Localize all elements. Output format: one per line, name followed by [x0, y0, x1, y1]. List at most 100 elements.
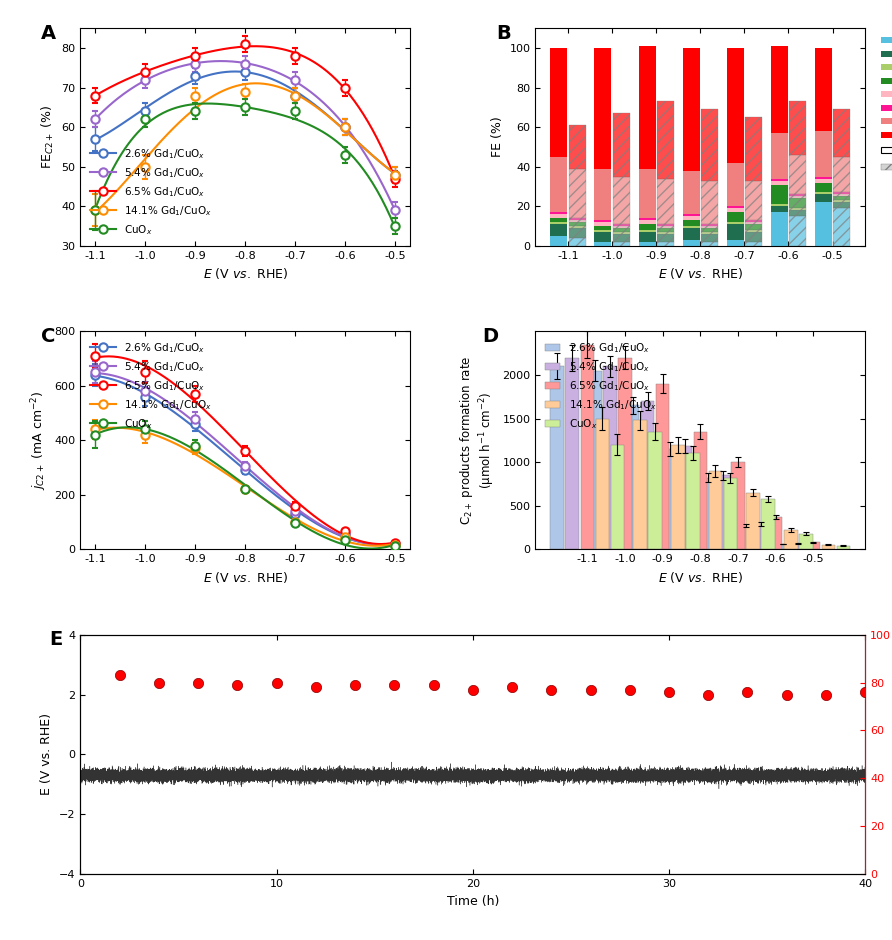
- Bar: [806, 542, 820, 549]
- Bar: [814, 193, 831, 195]
- Bar: [594, 232, 611, 242]
- Bar: [762, 498, 775, 549]
- Bar: [611, 445, 624, 549]
- Bar: [701, 242, 718, 246]
- Bar: [745, 220, 762, 222]
- Bar: [566, 357, 579, 549]
- Y-axis label: C$_{2+}$ products formation rate
(μmol h$^{-1}$ cm$^{-2}$): C$_{2+}$ products formation rate (μmol h…: [458, 355, 497, 525]
- Point: [583, 682, 598, 697]
- Bar: [745, 242, 762, 246]
- Point: [348, 678, 362, 693]
- Point: [544, 682, 558, 697]
- Bar: [569, 218, 586, 220]
- Bar: [701, 228, 718, 232]
- Bar: [771, 179, 788, 180]
- Point: [780, 687, 794, 702]
- Text: C: C: [41, 327, 55, 346]
- Bar: [814, 182, 831, 193]
- Text: B: B: [496, 24, 510, 43]
- Bar: [569, 222, 586, 227]
- Bar: [550, 214, 567, 218]
- Bar: [569, 125, 586, 169]
- Bar: [639, 230, 656, 232]
- Bar: [833, 193, 850, 195]
- Bar: [822, 545, 835, 549]
- Legend: 2.6% Gd$_1$/CuO$_x$, 5.4% Gd$_1$/CuO$_x$, 6.5% Gd$_1$/CuO$_x$, 14.1% Gd$_1$/CuO$: 2.6% Gd$_1$/CuO$_x$, 5.4% Gd$_1$/CuO$_x$…: [86, 337, 216, 435]
- Bar: [701, 478, 714, 549]
- Bar: [833, 200, 850, 202]
- Bar: [833, 202, 850, 209]
- Bar: [771, 184, 788, 204]
- Bar: [657, 224, 674, 227]
- Y-axis label: FE$_{C2+}$ (%): FE$_{C2+}$ (%): [39, 105, 55, 169]
- Bar: [657, 242, 674, 246]
- Bar: [833, 196, 850, 200]
- Point: [740, 684, 755, 699]
- Point: [701, 687, 715, 702]
- Bar: [814, 177, 831, 179]
- Bar: [569, 227, 586, 228]
- Bar: [754, 524, 767, 549]
- Bar: [682, 171, 699, 214]
- Bar: [640, 401, 655, 549]
- Bar: [745, 180, 762, 220]
- Bar: [639, 46, 656, 169]
- Bar: [613, 232, 630, 234]
- Bar: [771, 212, 788, 246]
- Bar: [633, 420, 647, 549]
- Bar: [648, 431, 662, 549]
- Bar: [701, 180, 718, 224]
- Bar: [727, 209, 744, 212]
- Bar: [682, 216, 699, 220]
- Point: [623, 682, 637, 697]
- Bar: [789, 198, 806, 209]
- Bar: [701, 227, 718, 228]
- Bar: [657, 179, 674, 224]
- Bar: [603, 367, 616, 549]
- Bar: [682, 240, 699, 246]
- Bar: [682, 48, 699, 171]
- Bar: [639, 220, 656, 224]
- Bar: [671, 445, 684, 549]
- Bar: [745, 118, 762, 180]
- Bar: [613, 234, 630, 242]
- Bar: [745, 222, 762, 224]
- Point: [152, 675, 166, 690]
- Point: [662, 684, 676, 699]
- Bar: [594, 227, 611, 230]
- Bar: [701, 234, 718, 242]
- Bar: [550, 48, 567, 157]
- Bar: [739, 525, 752, 549]
- Bar: [613, 228, 630, 232]
- Bar: [550, 157, 567, 212]
- Bar: [769, 517, 782, 549]
- Bar: [814, 195, 831, 202]
- Point: [466, 682, 480, 697]
- Bar: [747, 493, 760, 549]
- Bar: [550, 224, 567, 236]
- Bar: [791, 543, 805, 549]
- Bar: [594, 48, 611, 169]
- Bar: [745, 224, 762, 230]
- Bar: [833, 195, 850, 196]
- Legend: 2.6% Gd$_1$/CuO$_x$, 5.4% Gd$_1$/CuO$_x$, 6.5% Gd$_1$/CuO$_x$, 14.1% Gd$_1$/CuO$: 2.6% Gd$_1$/CuO$_x$, 5.4% Gd$_1$/CuO$_x$…: [541, 337, 661, 435]
- X-axis label: $E$ (V $vs.$ RHE): $E$ (V $vs.$ RHE): [657, 266, 743, 281]
- Bar: [701, 232, 718, 234]
- Point: [191, 675, 205, 690]
- Bar: [639, 224, 656, 230]
- Bar: [694, 431, 707, 549]
- Bar: [708, 471, 723, 549]
- Bar: [731, 462, 745, 549]
- Bar: [745, 232, 762, 242]
- Bar: [594, 230, 611, 232]
- Text: A: A: [41, 24, 56, 43]
- Y-axis label: $j_{C2+}$ (mA cm$^{-2}$): $j_{C2+}$ (mA cm$^{-2}$): [29, 391, 49, 490]
- Bar: [682, 214, 699, 216]
- Bar: [776, 544, 790, 549]
- Bar: [613, 177, 630, 224]
- Point: [426, 678, 441, 693]
- Bar: [613, 114, 630, 177]
- Bar: [771, 180, 788, 184]
- Bar: [613, 242, 630, 246]
- Bar: [814, 48, 831, 132]
